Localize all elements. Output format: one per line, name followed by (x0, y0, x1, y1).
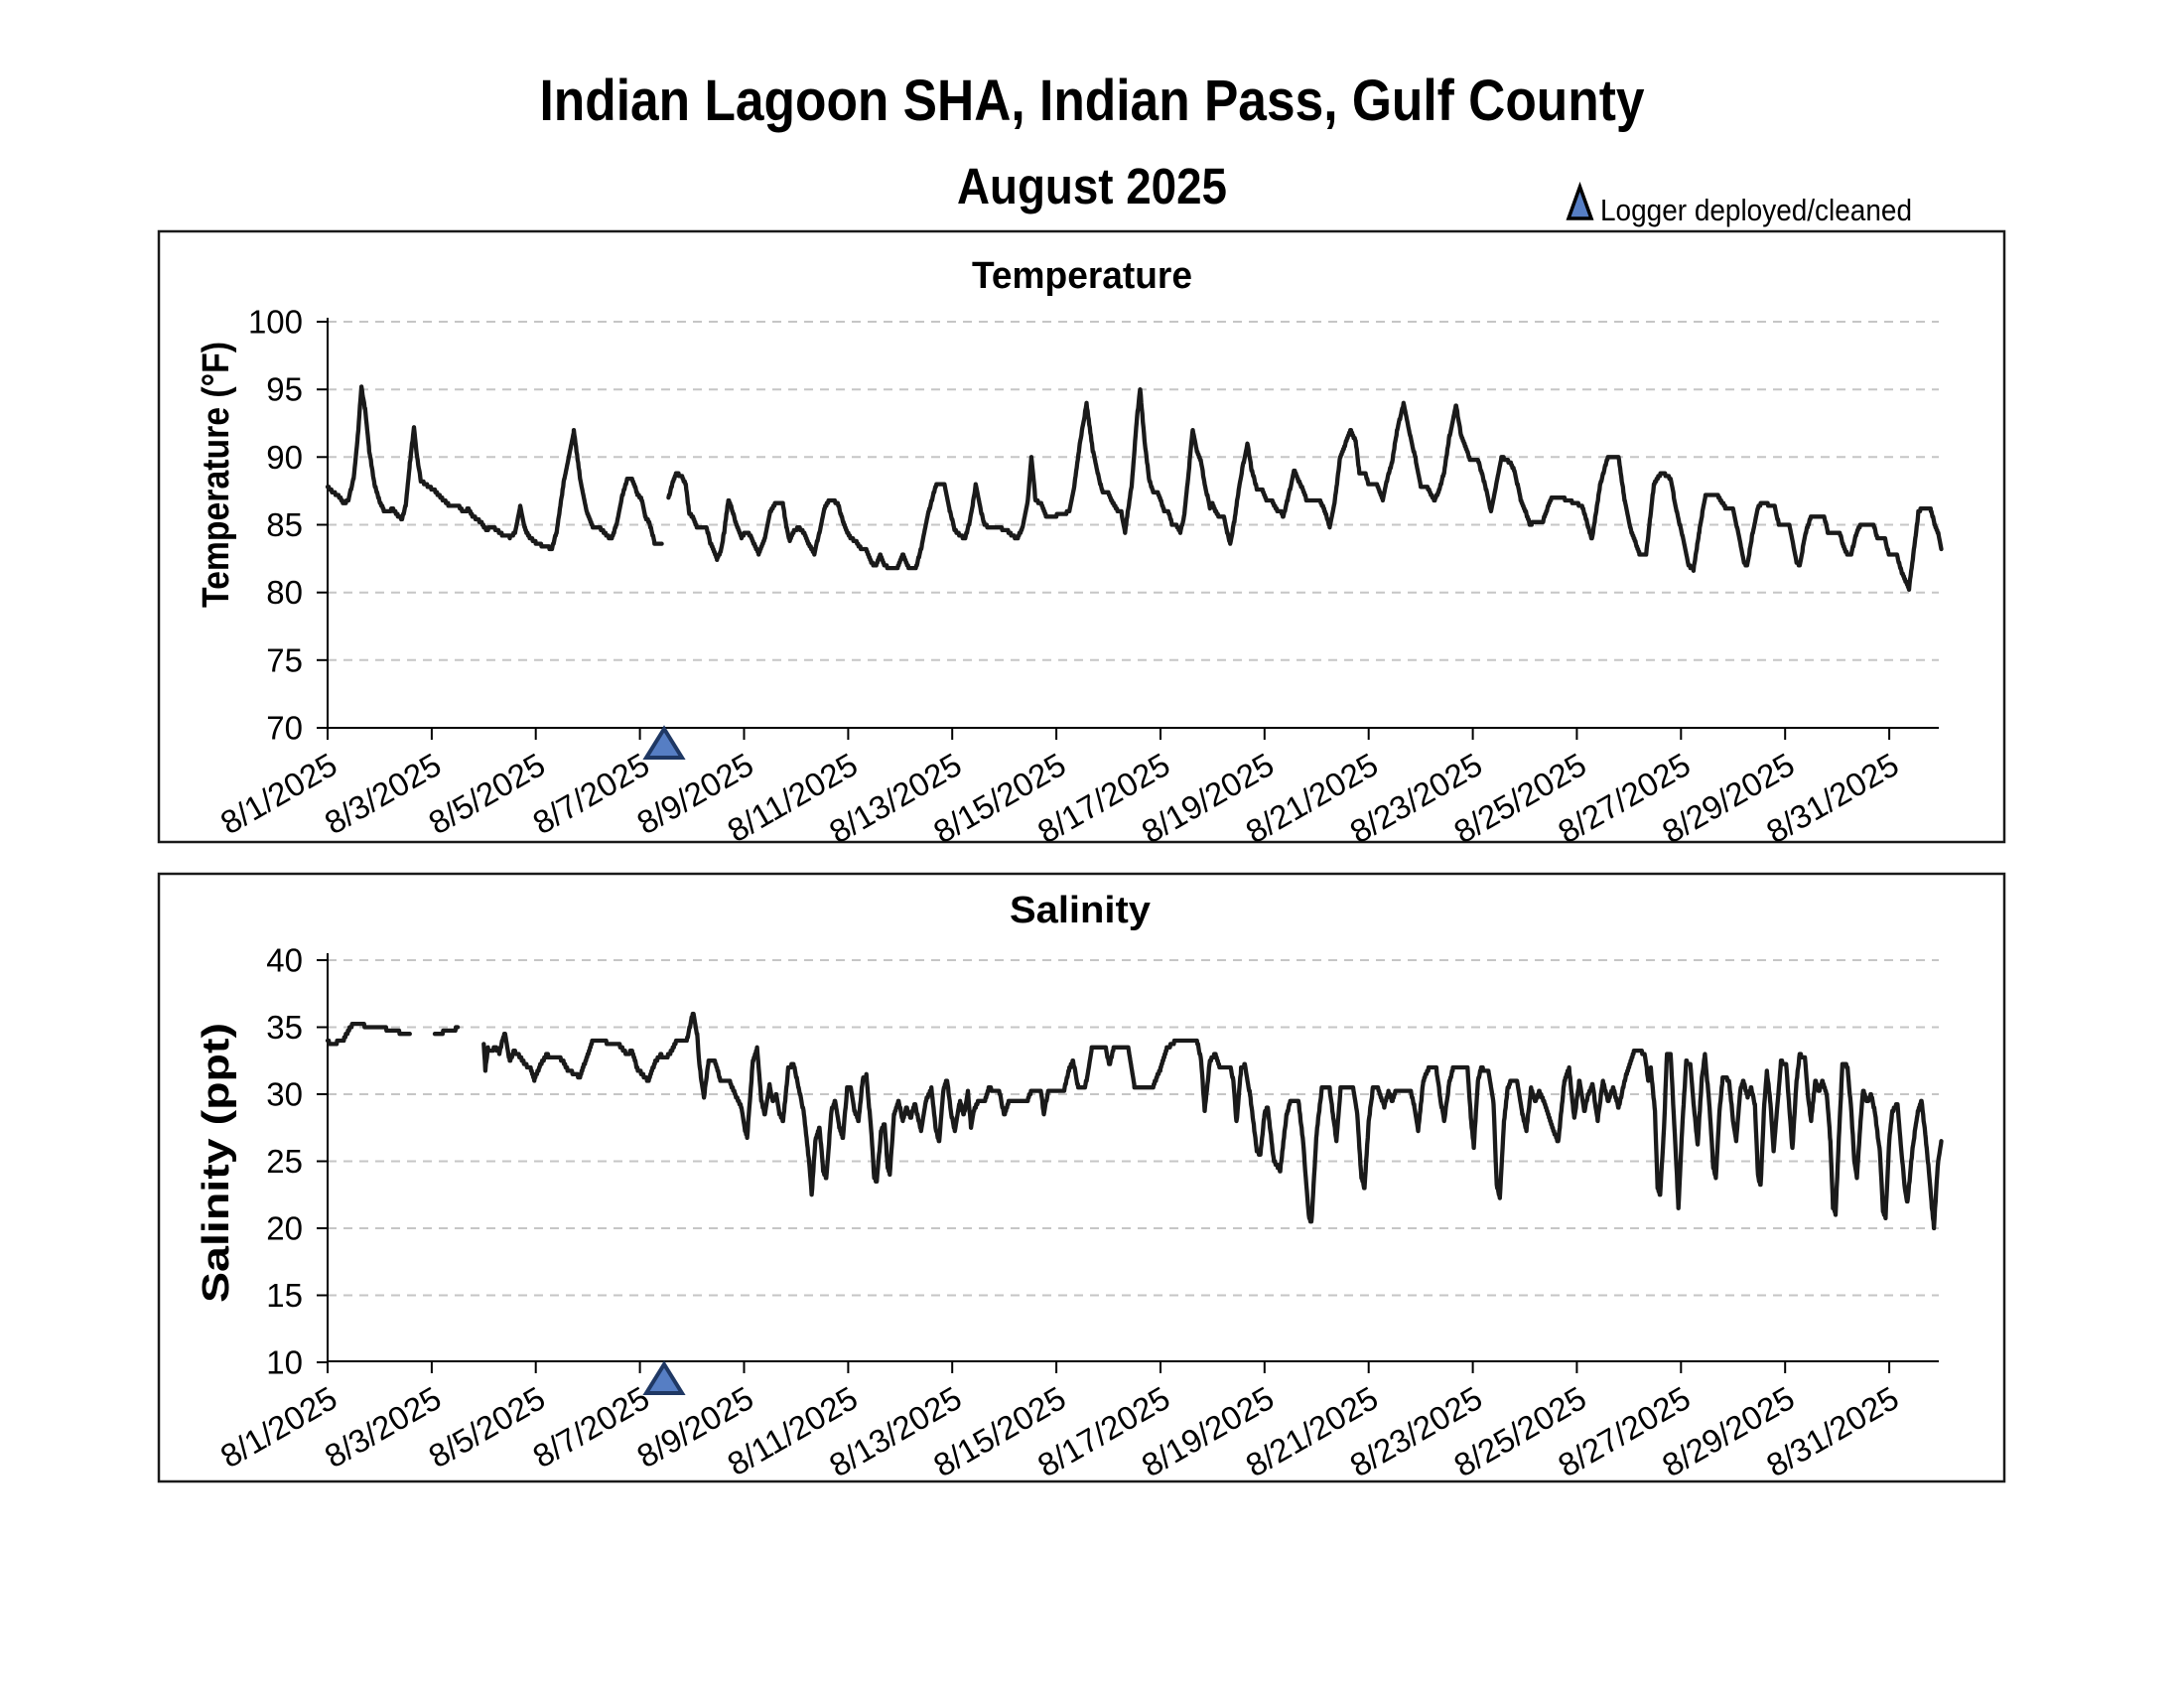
svg-text:100: 100 (248, 304, 303, 341)
svg-text:August 2025: August 2025 (957, 158, 1227, 214)
svg-text:25: 25 (266, 1143, 303, 1180)
svg-text:Indian Lagoon SHA, Indian Pass: Indian Lagoon SHA, Indian Pass, Gulf Cou… (540, 69, 1645, 133)
svg-text:75: 75 (266, 641, 303, 678)
svg-text:15: 15 (266, 1277, 303, 1314)
svg-text:Temperature (°F): Temperature (°F) (196, 342, 237, 608)
svg-text:20: 20 (266, 1210, 303, 1247)
svg-text:35: 35 (266, 1009, 303, 1046)
svg-text:Logger deployed/cleaned: Logger deployed/cleaned (1600, 193, 1912, 227)
svg-text:70: 70 (266, 710, 303, 747)
svg-text:40: 40 (266, 942, 303, 979)
svg-text:10: 10 (266, 1344, 303, 1381)
svg-text:Temperature: Temperature (972, 255, 1192, 297)
svg-text:90: 90 (266, 439, 303, 476)
svg-text:95: 95 (266, 371, 303, 408)
svg-text:80: 80 (266, 574, 303, 611)
svg-text:30: 30 (266, 1076, 303, 1113)
svg-text:Salinity (ppt): Salinity (ppt) (196, 1023, 237, 1303)
svg-text:85: 85 (266, 506, 303, 543)
svg-text:Salinity: Salinity (1010, 890, 1151, 931)
